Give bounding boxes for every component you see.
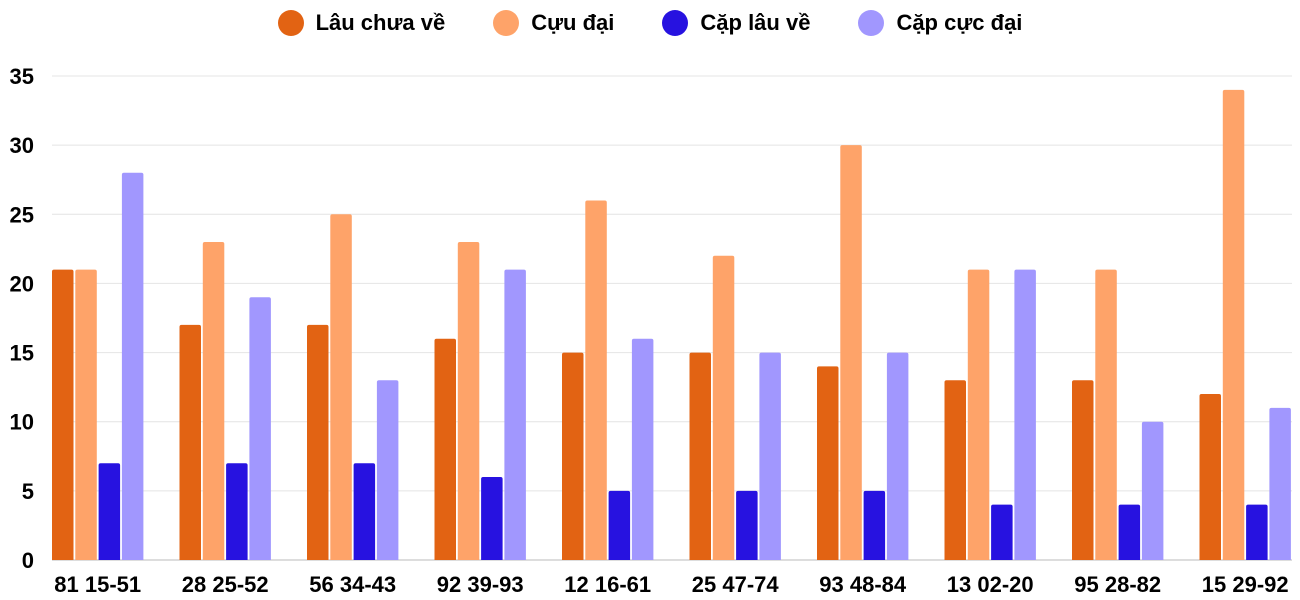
legend-marker-icon bbox=[277, 10, 304, 36]
bar bbox=[562, 352, 584, 560]
bar bbox=[1095, 269, 1117, 560]
y-tick-label: 5 bbox=[22, 479, 34, 504]
legend-marker-icon bbox=[858, 10, 885, 36]
y-tick-label: 0 bbox=[22, 548, 34, 573]
x-tick-label: 81 15-51 bbox=[54, 572, 141, 597]
bar bbox=[121, 172, 144, 561]
x-tick-label: 56 34-43 bbox=[309, 572, 396, 597]
bar bbox=[52, 269, 74, 560]
bar bbox=[1014, 269, 1036, 560]
legend-marker-icon bbox=[493, 10, 520, 36]
y-tick-label: 25 bbox=[10, 202, 34, 227]
bar bbox=[504, 269, 526, 560]
bar bbox=[1269, 407, 1291, 560]
x-tick-label: 93 48-84 bbox=[819, 572, 907, 597]
bar bbox=[967, 269, 990, 560]
bar bbox=[376, 380, 399, 560]
bar bbox=[689, 352, 711, 560]
bar bbox=[434, 338, 456, 560]
bar bbox=[817, 366, 839, 560]
y-tick-label: 15 bbox=[10, 341, 34, 366]
bar bbox=[307, 324, 329, 560]
y-tick-label: 20 bbox=[10, 271, 34, 296]
bar bbox=[585, 200, 607, 560]
bar bbox=[1118, 504, 1141, 560]
x-tick-label: 95 28-82 bbox=[1074, 572, 1161, 597]
bar bbox=[75, 269, 97, 560]
legend-item[interactable]: Cựu đại bbox=[493, 10, 614, 36]
x-tick-label: 13 02-20 bbox=[947, 572, 1034, 597]
bar bbox=[202, 241, 225, 560]
legend: Lâu chưa về Cựu đại Cặp lâu về Cặp cực đại bbox=[0, 10, 1300, 36]
bar bbox=[863, 490, 886, 560]
bar bbox=[608, 490, 631, 560]
bar bbox=[736, 490, 758, 560]
legend-label: Lâu chưa về bbox=[315, 10, 446, 35]
bar bbox=[249, 297, 271, 560]
legend-marker-icon bbox=[662, 10, 689, 36]
legend-label: Cặp cực đại bbox=[896, 10, 1023, 35]
y-tick-label: 35 bbox=[10, 64, 34, 89]
bar bbox=[886, 352, 909, 560]
x-tick-label: 25 47-74 bbox=[692, 572, 780, 597]
bar bbox=[840, 145, 862, 560]
x-tick-label: 92 39-93 bbox=[437, 572, 524, 597]
bar bbox=[1141, 421, 1164, 560]
bar bbox=[759, 352, 781, 560]
bar bbox=[98, 463, 121, 560]
legend-label: Cặp lâu về bbox=[700, 10, 811, 35]
bar bbox=[631, 338, 654, 560]
bar bbox=[991, 504, 1013, 560]
bar bbox=[1199, 394, 1221, 560]
bar bbox=[481, 477, 503, 560]
bar bbox=[1222, 89, 1245, 560]
bar bbox=[1072, 380, 1094, 560]
bar bbox=[179, 324, 201, 560]
legend-label: Cựu đại bbox=[531, 10, 615, 35]
x-tick-label: 15 29-92 bbox=[1202, 572, 1289, 597]
bar bbox=[457, 241, 480, 560]
bar bbox=[353, 463, 376, 560]
x-tick-label: 28 25-52 bbox=[182, 572, 269, 597]
y-tick-label: 10 bbox=[10, 410, 34, 435]
x-tick-label: 12 16-61 bbox=[564, 572, 651, 597]
legend-item[interactable]: Cặp cực đại bbox=[858, 10, 1022, 36]
legend-item[interactable]: Lâu chưa về bbox=[277, 10, 446, 36]
legend-item[interactable]: Cặp lâu về bbox=[662, 10, 810, 36]
bar bbox=[1246, 504, 1268, 560]
bar bbox=[226, 463, 248, 560]
y-tick-label: 30 bbox=[10, 133, 34, 158]
bar bbox=[712, 255, 735, 560]
bar bbox=[944, 380, 966, 560]
bar bbox=[330, 214, 352, 561]
